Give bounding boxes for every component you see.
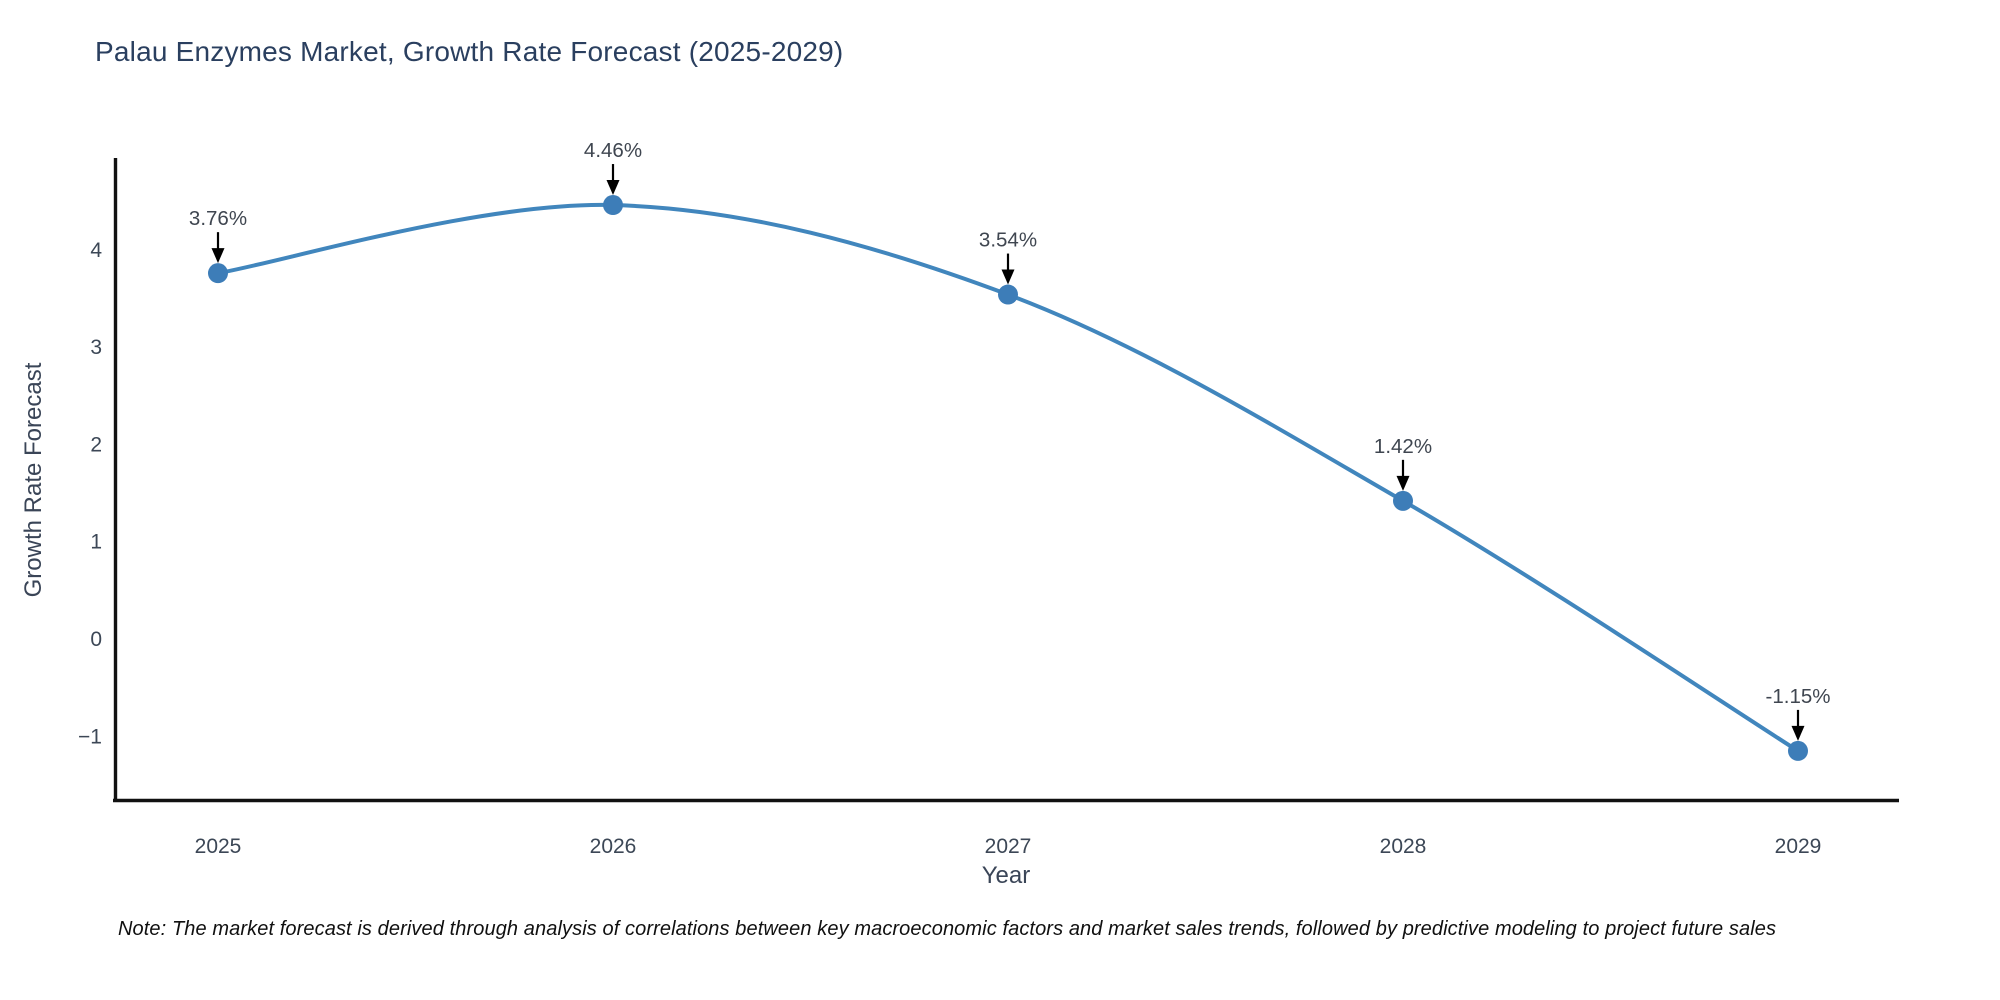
data-point-label: 3.54% [979, 229, 1037, 252]
annotation-arrow-head [606, 180, 620, 196]
y-axis-title: Growth Rate Forecast [20, 362, 47, 598]
annotation-arrow-head [1001, 269, 1015, 285]
data-point-marker [603, 195, 623, 216]
footnote: Note: The market forecast is derived thr… [118, 918, 1777, 940]
data-point-label: 4.46% [584, 139, 642, 162]
chart-title: Palau Enzymes Market, Growth Rate Foreca… [95, 36, 844, 67]
x-tick-label: 2029 [1775, 835, 1822, 858]
x-tick-label: 2026 [590, 835, 637, 858]
y-tick-label: 1 [90, 531, 102, 554]
data-point-marker [208, 263, 228, 284]
data-point-marker [1788, 740, 1808, 761]
x-tick-label: 2025 [195, 835, 242, 858]
data-point-marker [998, 284, 1018, 305]
data-point-label: 1.42% [1374, 435, 1432, 458]
y-tick-label: 3 [90, 336, 102, 359]
x-tick-label: 2028 [1380, 835, 1427, 858]
y-tick-label: 4 [90, 239, 102, 262]
y-tick-label: 2 [90, 433, 102, 456]
data-point-marker [1393, 490, 1413, 511]
y-tick-label: 0 [90, 628, 102, 651]
data-point-label: -1.15% [1766, 685, 1831, 708]
annotation-arrow-head [211, 248, 225, 264]
x-axis-title: Year [981, 862, 1031, 889]
data-point-label: 3.76% [189, 207, 247, 230]
annotation-arrow-head [1791, 725, 1805, 741]
annotation-arrow-head [1396, 475, 1410, 491]
x-tick-label: 2027 [985, 835, 1032, 858]
y-tick-label: −1 [78, 725, 102, 748]
